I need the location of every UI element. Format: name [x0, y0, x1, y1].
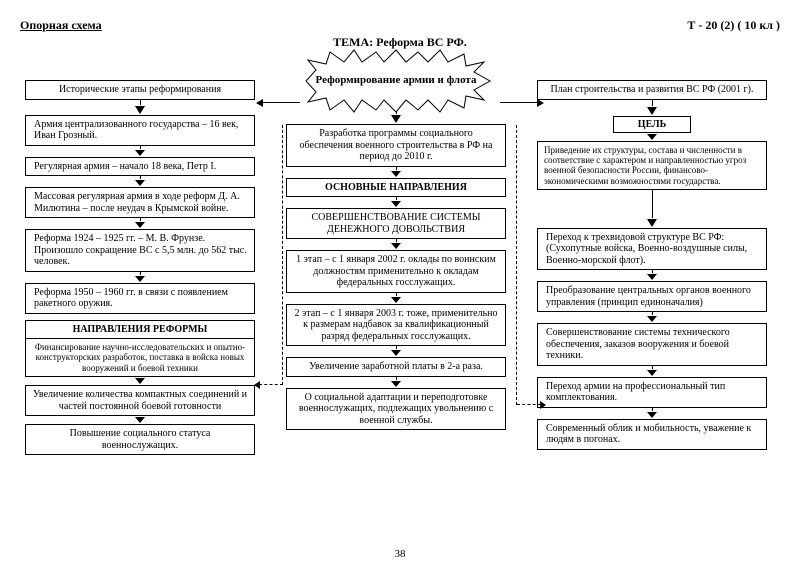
center-s3: Увеличение заработной платы в 2-а раза.	[286, 357, 506, 377]
header-right: Т - 20 (2) ( 10 кл )	[687, 18, 780, 33]
center-s1: 1 этап – с 1 января 2002 г. оклады по во…	[286, 250, 506, 293]
right-r2: Преобразование центральных органов военн…	[537, 281, 767, 312]
center-dev: Разработка программы социального обеспеч…	[286, 124, 506, 167]
goal-title: ЦЕЛЬ	[613, 116, 691, 133]
right-column: План строительства и развития ВС РФ (200…	[532, 54, 772, 455]
left-column: Исторические этапы реформирования Армия …	[20, 54, 260, 455]
connector-right	[500, 102, 538, 103]
center-s2: 2 этап – с 1 января 2003 г. тоже, примен…	[286, 304, 506, 347]
left-b4: Реформа 1924 – 1925 гг. – М. В. Фрунзе. …	[25, 229, 255, 272]
header-left: Опорная схема	[20, 18, 102, 33]
burst-text: Реформирование армии и флота	[316, 74, 477, 87]
center-s4: О социальной адаптации и переподготовке …	[286, 388, 506, 431]
page-number: 38	[0, 548, 800, 560]
left-title: Исторические этапы реформирования	[25, 80, 255, 100]
burst-shape: Реформирование армии и флота	[306, 54, 486, 106]
dash-arrow-left	[254, 381, 260, 389]
right-title: План строительства и развития ВС РФ (200…	[537, 80, 767, 100]
left-b1: Армия централизованного государства – 16…	[25, 115, 255, 146]
left-dir-title: НАПРАВЛЕНИЯ РЕФОРМЫ	[25, 320, 255, 340]
right-r3: Совершенствование системы технического о…	[537, 323, 767, 366]
dash-right	[516, 125, 517, 405]
header: Опорная схема Т - 20 (2) ( 10 кл )	[20, 18, 780, 33]
right-r4: Переход армии на профессиональный тип ко…	[537, 377, 767, 408]
left-d1: Финансирование научно-исследовательских …	[25, 339, 255, 377]
left-d2: Увеличение количества компактных соедине…	[25, 385, 255, 416]
center-maindir: ОСНОВНЫЕ НАПРАВЛЕНИЯ	[286, 178, 506, 198]
left-b2: Регулярная армия – начало 18 века, Петр …	[25, 157, 255, 177]
center-column: Реформирование армии и флота Разработка …	[272, 54, 520, 455]
left-b5: Реформа 1950 – 1960 гг. в связи с появле…	[25, 283, 255, 314]
dash-left	[282, 125, 283, 385]
right-r5: Современный облик и мобильность, уважени…	[537, 419, 767, 450]
center-sys: СОВЕРШЕНСТВОВАНИЕ СИСТЕМЫ ДЕНЕЖНОГО ДОВО…	[286, 208, 506, 239]
left-b3: Массовая регулярная армия в ходе реформ …	[25, 187, 255, 218]
goal-text: Приведение их структуры, состава и числе…	[537, 141, 767, 190]
connector-left	[262, 102, 300, 103]
columns: Исторические этапы реформирования Армия …	[20, 54, 780, 455]
right-r1: Переход к трехвидовой структуре ВС РФ: (…	[537, 228, 767, 271]
left-d3: Повышение социального статуса военнослуж…	[25, 424, 255, 455]
dash-arrow-right	[540, 401, 546, 409]
